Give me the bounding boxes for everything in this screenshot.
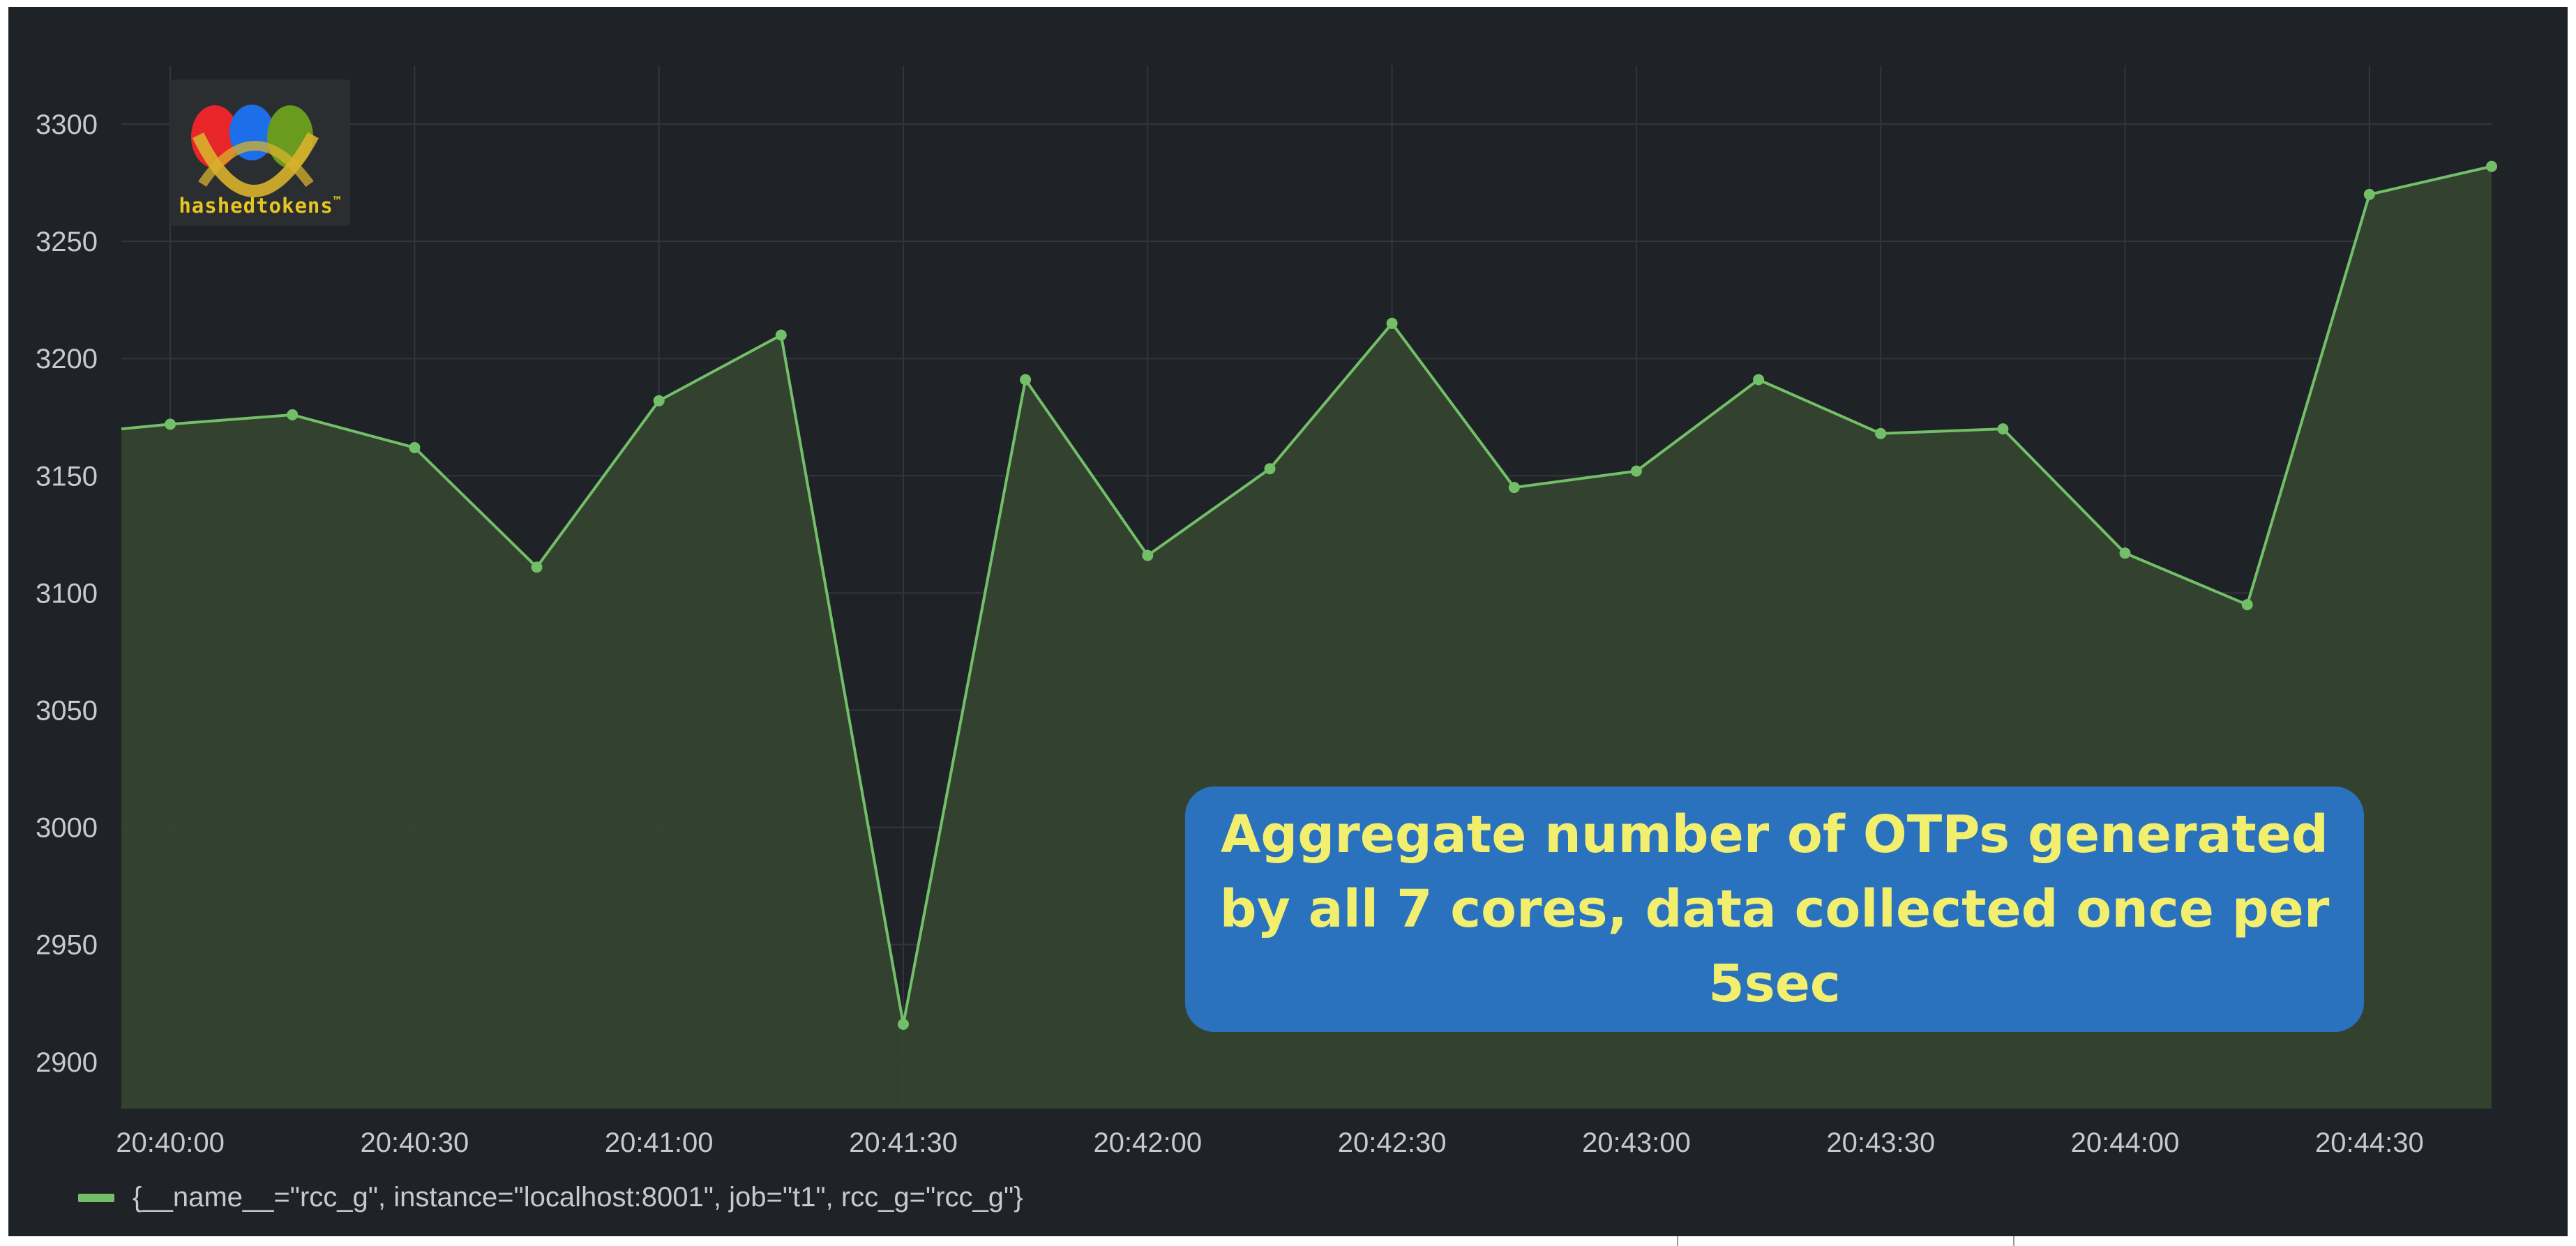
data-point [531, 561, 543, 573]
y-tick-label: 3100 [36, 578, 98, 609]
x-tick-label: 20:44:30 [2315, 1127, 2424, 1158]
x-tick-label: 20:42:00 [1093, 1127, 1202, 1158]
x-axis-ticks: 20:40:00 20:40:30 20:41:00 20:41:30 20:42:00… [116, 1127, 2423, 1158]
data-point [1020, 374, 1032, 386]
bottom-divider-mark [1677, 1236, 1678, 1246]
data-point [653, 395, 665, 407]
data-point [1386, 317, 1398, 329]
x-tick-label: 20:43:00 [1582, 1127, 1691, 1158]
x-tick-label: 20:42:30 [1338, 1127, 1447, 1158]
data-point [2119, 547, 2131, 559]
data-point [2486, 160, 2497, 172]
x-tick-label: 20:40:30 [361, 1127, 469, 1158]
data-point [1753, 374, 1765, 386]
x-tick-label: 20:40:00 [116, 1127, 225, 1158]
logo-wordmark: hashedtokens™ [170, 194, 350, 218]
data-point [898, 1019, 909, 1030]
y-tick-label: 3050 [36, 695, 98, 726]
x-tick-label: 20:41:30 [849, 1127, 958, 1158]
data-point [1264, 463, 1276, 475]
data-point [1875, 427, 1887, 439]
data-point [1142, 549, 1154, 561]
legend-swatch [78, 1193, 114, 1202]
y-tick-label: 2900 [36, 1047, 98, 1078]
y-axis-ticks: 2900 2950 3000 3050 3100 3150 3200 3250 3300 [36, 109, 98, 1078]
time-series-chart: 2900 2950 3000 3050 3100 3150 3200 3250 3300 20:… [36, 66, 2497, 1158]
y-tick-label: 2950 [36, 930, 98, 961]
logo-text: hashedtokens [179, 194, 333, 218]
logo-mark-icon [191, 105, 319, 197]
data-point [1508, 482, 1520, 494]
annotation-box: Aggregate number of OTPs generated by al… [1185, 787, 2364, 1032]
y-tick-label: 3150 [36, 461, 98, 492]
y-tick-label: 3200 [36, 344, 98, 374]
x-tick-label: 20:44:00 [2071, 1127, 2180, 1158]
legend-series-label[interactable]: {__name__="rcc_g", instance="localhost:8… [133, 1182, 1023, 1213]
data-point [2241, 599, 2253, 611]
data-point [1630, 465, 1642, 477]
data-point [2363, 188, 2375, 200]
y-tick-label: 3250 [36, 227, 98, 257]
bottom-divider-mark [2013, 1236, 2014, 1246]
annotation-text: Aggregate number of OTPs generated by al… [1219, 804, 2330, 1014]
logo: hashedtokens™ [170, 79, 350, 226]
y-tick-label: 3300 [36, 109, 98, 140]
y-tick-label: 3000 [36, 813, 98, 844]
data-point [775, 329, 787, 341]
series-points [165, 160, 2497, 1030]
data-point [287, 409, 299, 420]
legend[interactable]: {__name__="rcc_g", instance="localhost:8… [78, 1182, 1023, 1213]
data-point [165, 418, 176, 430]
x-tick-label: 20:43:30 [1826, 1127, 1935, 1158]
data-point [1997, 423, 2009, 435]
data-point [409, 442, 421, 453]
x-tick-label: 20:41:00 [605, 1127, 714, 1158]
trademark-symbol: ™ [333, 194, 342, 209]
chart-panel: 2900 2950 3000 3050 3100 3150 3200 3250 3300 20:… [8, 7, 2568, 1236]
